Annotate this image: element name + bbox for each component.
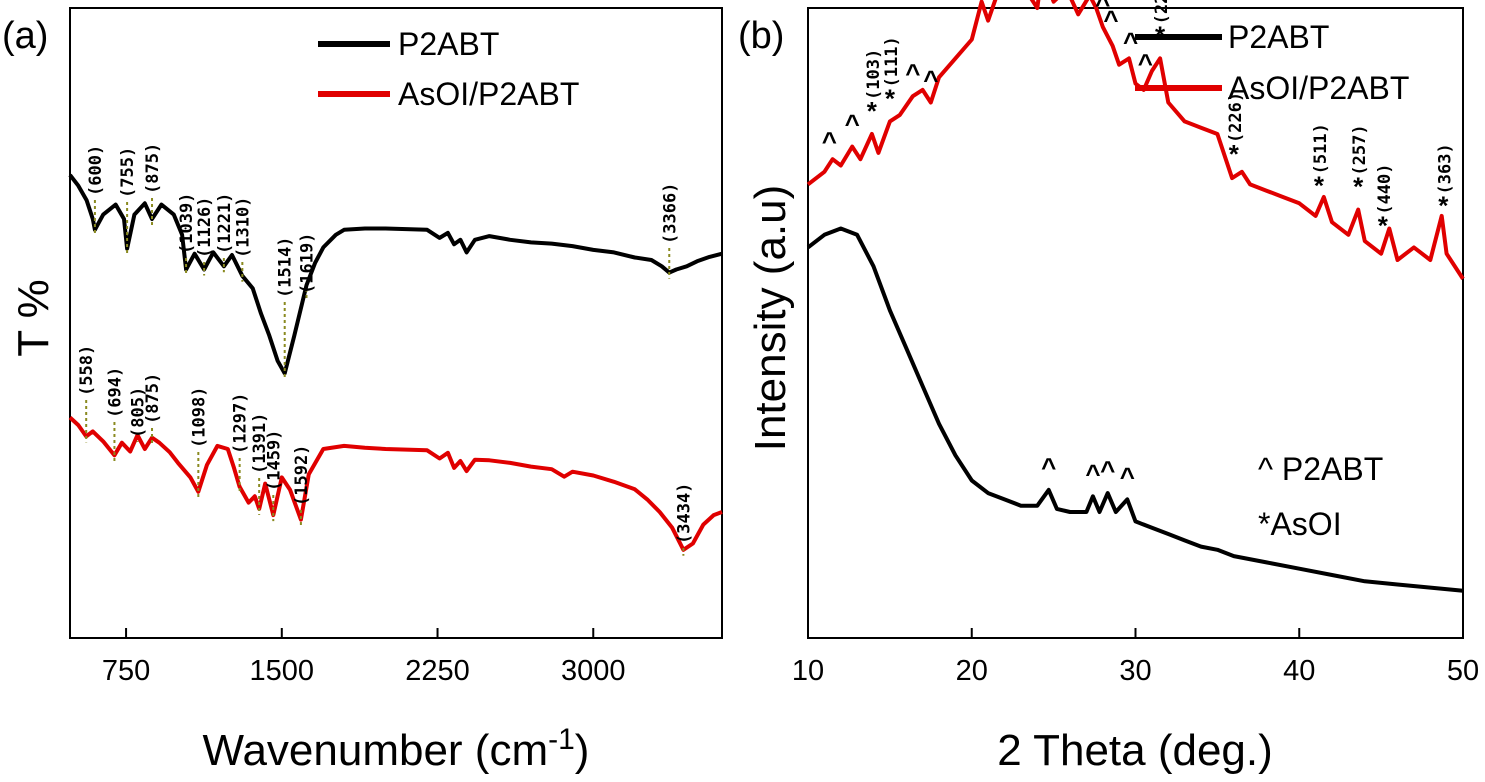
note-caret-p2abt: ^ P2ABT — [1258, 451, 1383, 487]
asoi-peak-marker: * — [867, 96, 878, 126]
legend-label-asoi-p2abt: AsOI/P2ABT — [1228, 70, 1409, 106]
p2abt-peak-marker: ^ — [1041, 452, 1056, 482]
p2abt-peak-marker: ^ — [1123, 27, 1138, 57]
series-line-p2abt — [806, 226, 1464, 593]
peak-label: (1592) — [292, 445, 312, 506]
p2abt-peak-marker: ^ — [923, 65, 938, 95]
hkl-label: (111) — [882, 36, 902, 87]
p2abt-peak-marker: ^ — [1085, 458, 1100, 488]
panel-a-ftir: (a) T % Wavenumber (cm-1) 750 1500 2250 300… — [2, 7, 723, 775]
peak-label: (600) — [86, 145, 106, 196]
asoi-peak-marker: * — [1314, 170, 1325, 200]
panel-b-label: (b) — [738, 15, 784, 57]
x-tick-label: 30 — [1119, 655, 1151, 687]
panel-b-legend: P2ABT AsOI/P2ABT — [1135, 19, 1409, 106]
legend-label-p2abt: P2ABT — [398, 26, 499, 62]
peak-label: (3434) — [674, 483, 694, 544]
p2abt-peak-marker: ^ — [905, 58, 920, 88]
peak-label: (1391) — [250, 413, 270, 474]
peak-label: (558) — [77, 345, 97, 396]
panel-a-x-label: Wavenumber (cm-1) — [203, 723, 590, 775]
panel-a-plot-frame — [69, 7, 723, 639]
series-line-asoi-p2abt — [68, 416, 723, 552]
hkl-label: (511) — [1311, 123, 1331, 174]
x-tick-label: 1500 — [250, 655, 315, 687]
asoi-peak-marker: * — [1353, 172, 1364, 202]
p2abt-peak-marker: ^ — [1100, 455, 1115, 485]
p2abt-peak-marker: ^ — [845, 109, 860, 139]
p2abt-peak-marker: ^ — [1120, 461, 1135, 491]
p2abt-peak-marker: ^ — [822, 126, 837, 156]
p2abt-peak-marker: ^ — [1103, 5, 1118, 35]
asoi-peak-marker: * — [1378, 211, 1389, 241]
panel-a-label: (a) — [2, 15, 48, 57]
x-tick-label: 50 — [1447, 655, 1479, 687]
peak-label: (1098) — [189, 387, 209, 448]
legend-label-p2abt: P2ABT — [1228, 19, 1329, 55]
x-tick-label: 20 — [956, 655, 988, 687]
hkl-label: (222) — [1152, 0, 1172, 24]
x-tick-label: 2250 — [405, 655, 470, 687]
hkl-label: (226) — [1226, 92, 1246, 143]
legend-label-asoi-p2abt: AsOI/P2ABT — [398, 76, 579, 112]
asoi-peak-marker: * — [885, 83, 896, 113]
x-tick-label: 750 — [102, 655, 150, 687]
x-tick-label: 10 — [792, 655, 824, 687]
panel-a-y-label: T % — [9, 279, 58, 356]
p2abt-peak-marker: ^ — [1138, 48, 1153, 78]
asoi-peak-marker: * — [1438, 191, 1449, 221]
peak-label: (875) — [143, 373, 163, 424]
peak-label: (1126) — [195, 197, 215, 258]
series-line-p2abt — [68, 173, 723, 376]
peak-label: (1039) — [177, 193, 197, 254]
series-line-asoi-p2abt — [806, 0, 1465, 280]
peak-label: (1459) — [264, 430, 284, 491]
panel-b-y-label: Intensity (a.u) — [746, 185, 795, 452]
asoi-peak-marker: * — [1229, 139, 1240, 169]
x-tick-label: 3000 — [561, 655, 626, 687]
peak-label: (1221) — [215, 193, 235, 254]
panel-b-x-label: 2 Theta (deg.) — [997, 726, 1273, 775]
x-tick-label: 40 — [1283, 655, 1315, 687]
peak-label: (1310) — [233, 197, 253, 258]
hkl-label: (363) — [1435, 143, 1455, 194]
panel-b-xrd: (b) Intensity (a.u) 2 Theta (deg.) 10 20 3… — [738, 0, 1479, 775]
panel-a-legend: P2ABT AsOI/P2ABT — [318, 26, 579, 112]
peak-label: (3366) — [660, 183, 680, 244]
peak-label: (1619) — [298, 233, 318, 294]
peak-label: (875) — [143, 143, 163, 194]
peak-label: (1297) — [231, 393, 251, 454]
hkl-label: (257) — [1350, 124, 1370, 175]
peak-label: (755) — [118, 147, 138, 198]
peak-label: (694) — [105, 367, 125, 418]
peak-label: (805) — [128, 387, 148, 438]
hkl-label: (440) — [1375, 163, 1395, 214]
peak-label: (1514) — [276, 237, 296, 298]
note-star-asoi: *AsOI — [1258, 506, 1342, 542]
p2abt-peak-marker: ^ — [1095, 0, 1110, 19]
hkl-label: (103) — [864, 49, 884, 100]
